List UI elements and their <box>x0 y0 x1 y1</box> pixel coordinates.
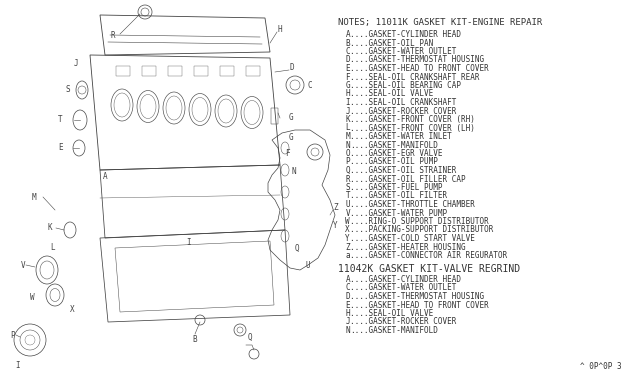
Text: ....GASKET-OIL PUMP: ....GASKET-OIL PUMP <box>350 157 438 167</box>
Text: I: I <box>16 360 20 369</box>
Text: I: I <box>346 98 350 107</box>
Text: D: D <box>346 292 350 301</box>
Text: S: S <box>346 183 350 192</box>
Text: B: B <box>346 38 350 48</box>
Text: C: C <box>346 47 350 56</box>
Text: ....GASKET-HEAD TO FRONT COVER: ....GASKET-HEAD TO FRONT COVER <box>350 301 489 310</box>
Text: I: I <box>187 238 191 247</box>
Text: J: J <box>346 317 350 327</box>
Text: ....GASKET-ROCKER COVER: ....GASKET-ROCKER COVER <box>350 106 456 115</box>
Text: ....GASKET-OIL STRAINER: ....GASKET-OIL STRAINER <box>350 166 456 175</box>
Text: V: V <box>346 208 350 218</box>
Text: ....GASKET-HEATER HOUSING: ....GASKET-HEATER HOUSING <box>350 243 466 251</box>
Text: Z: Z <box>346 243 350 251</box>
Text: M: M <box>346 132 350 141</box>
Text: ....GASKET-HEAD TO FRONT COVER: ....GASKET-HEAD TO FRONT COVER <box>350 64 489 73</box>
Text: ....SEAL-OIL VALVE: ....SEAL-OIL VALVE <box>350 90 433 99</box>
Text: L: L <box>346 124 350 132</box>
Text: T: T <box>346 192 350 201</box>
Text: Z: Z <box>333 203 338 212</box>
Text: ....GASKET-COLD START VALVE: ....GASKET-COLD START VALVE <box>350 234 475 243</box>
Text: Q: Q <box>295 244 300 253</box>
Text: ....GASKET-THERMOSTAT HOUSING: ....GASKET-THERMOSTAT HOUSING <box>350 55 484 64</box>
Text: Q: Q <box>248 333 253 341</box>
Text: P: P <box>10 330 15 340</box>
Text: U: U <box>305 260 310 269</box>
Text: G: G <box>289 113 294 122</box>
Text: E: E <box>346 301 350 310</box>
Text: H: H <box>277 26 282 35</box>
Text: C: C <box>308 80 312 90</box>
Text: L: L <box>51 244 55 253</box>
Text: N: N <box>346 141 350 150</box>
Text: a: a <box>346 251 350 260</box>
Text: J: J <box>346 106 350 115</box>
Text: ....GASKET-WATER OUTLET: ....GASKET-WATER OUTLET <box>350 283 456 292</box>
Text: ....GASKET-FRONT COVER (LH): ....GASKET-FRONT COVER (LH) <box>350 124 475 132</box>
Text: ....GASKET-FUEL PUMP: ....GASKET-FUEL PUMP <box>350 183 442 192</box>
Text: P: P <box>346 157 350 167</box>
Text: N: N <box>292 167 296 176</box>
Text: ....GASKET-OIL PAN: ....GASKET-OIL PAN <box>350 38 433 48</box>
Text: U: U <box>346 200 350 209</box>
Text: ....GASKET-OIL FILLER CAP: ....GASKET-OIL FILLER CAP <box>350 174 466 183</box>
Text: X: X <box>346 225 350 234</box>
Text: S: S <box>65 86 70 94</box>
Text: J: J <box>74 58 78 67</box>
Text: N: N <box>346 326 350 335</box>
Text: H: H <box>346 309 350 318</box>
Text: A: A <box>346 30 350 39</box>
Text: Y: Y <box>346 234 350 243</box>
Text: ....SEAL-OIL VALVE: ....SEAL-OIL VALVE <box>350 309 433 318</box>
Text: E: E <box>58 144 63 153</box>
Text: A: A <box>346 275 350 284</box>
Text: K: K <box>47 224 52 232</box>
Text: ^ 0P^0P 3: ^ 0P^0P 3 <box>580 362 621 371</box>
Text: R: R <box>346 174 350 183</box>
Text: F: F <box>346 73 350 81</box>
Text: G: G <box>289 134 294 142</box>
Text: ....SEAL-OIL BEARING CAP: ....SEAL-OIL BEARING CAP <box>350 81 461 90</box>
Text: D: D <box>289 64 294 73</box>
Text: ....GASKET-CYLINDER HEAD: ....GASKET-CYLINDER HEAD <box>350 275 461 284</box>
Text: ....GASKET-OIL FILTER: ....GASKET-OIL FILTER <box>350 192 447 201</box>
Text: ....GASKET-FRONT COVER (RH): ....GASKET-FRONT COVER (RH) <box>350 115 475 124</box>
Text: E: E <box>346 64 350 73</box>
Text: D: D <box>346 55 350 64</box>
Text: ....GASKET-THERMOSTAT HOUSING: ....GASKET-THERMOSTAT HOUSING <box>350 292 484 301</box>
Text: B: B <box>193 335 197 344</box>
Text: V: V <box>20 260 25 269</box>
Text: W: W <box>346 217 350 226</box>
Text: O: O <box>346 149 350 158</box>
Text: NOTES; 11011K GASKET KIT-ENGINE REPAIR: NOTES; 11011K GASKET KIT-ENGINE REPAIR <box>338 18 542 27</box>
Text: W: W <box>30 292 35 301</box>
Text: K: K <box>346 115 350 124</box>
Text: R: R <box>111 31 115 39</box>
Text: G: G <box>346 81 350 90</box>
Text: M: M <box>32 192 36 202</box>
Text: ....GASKET-CYLINDER HEAD: ....GASKET-CYLINDER HEAD <box>350 30 461 39</box>
Text: Q: Q <box>346 166 350 175</box>
Text: ....GASKET-WATER OUTLET: ....GASKET-WATER OUTLET <box>350 47 456 56</box>
Text: ....GASKET-MANIFOLD: ....GASKET-MANIFOLD <box>350 326 438 335</box>
Text: ....GASKET-CONNECTOR AIR REGURATOR: ....GASKET-CONNECTOR AIR REGURATOR <box>350 251 508 260</box>
Text: X: X <box>70 305 75 314</box>
Text: ....GASKET-THROTTLE CHAMBER: ....GASKET-THROTTLE CHAMBER <box>350 200 475 209</box>
Text: A: A <box>103 172 108 181</box>
Text: ....PACKING-SUPPORT DISTRIBUTOR: ....PACKING-SUPPORT DISTRIBUTOR <box>350 225 493 234</box>
Text: T: T <box>58 115 62 125</box>
Text: ....GASKET-MANIFOLD: ....GASKET-MANIFOLD <box>350 141 438 150</box>
Text: ....GASKET-WATER INLET: ....GASKET-WATER INLET <box>350 132 452 141</box>
Text: ....SEAL-OIL CRANKSHAFT: ....SEAL-OIL CRANKSHAFT <box>350 98 456 107</box>
Text: C: C <box>346 283 350 292</box>
Text: 11042K GASKET KIT-VALVE REGRIND: 11042K GASKET KIT-VALVE REGRIND <box>338 264 520 275</box>
Text: ....SEAL-OIL CRANKSHAFT REAR: ....SEAL-OIL CRANKSHAFT REAR <box>350 73 479 81</box>
Text: H: H <box>346 90 350 99</box>
Text: ....GASKET-WATER PUMP: ....GASKET-WATER PUMP <box>350 208 447 218</box>
Text: ....GASKET-ROCKER COVER: ....GASKET-ROCKER COVER <box>350 317 456 327</box>
Text: ....RING-O SUPPORT DISTRIBUTOR: ....RING-O SUPPORT DISTRIBUTOR <box>350 217 489 226</box>
Text: ....GASKET-EGR VALVE: ....GASKET-EGR VALVE <box>350 149 442 158</box>
Text: F: F <box>285 148 290 157</box>
Text: Y: Y <box>333 221 338 230</box>
